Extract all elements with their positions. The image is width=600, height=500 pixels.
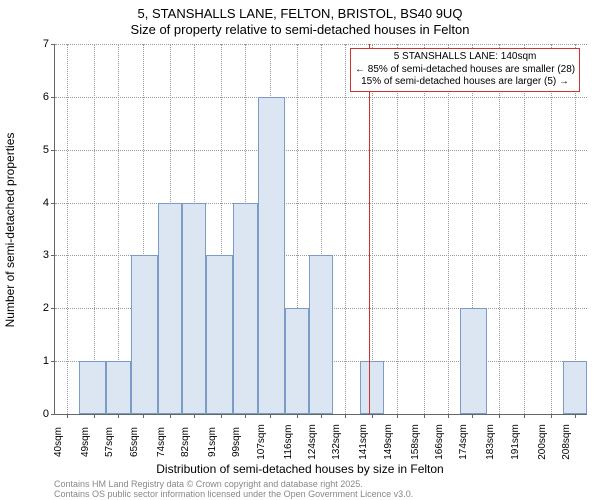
ytick-label: 1 xyxy=(43,355,49,367)
gridline-v xyxy=(345,44,346,414)
histogram-bar xyxy=(233,203,257,414)
gridline-v xyxy=(448,44,449,414)
xtick-label: 65sqm xyxy=(129,427,140,457)
ytick-label: 0 xyxy=(43,408,49,420)
xtick-mark xyxy=(345,414,346,418)
ytick-label: 2 xyxy=(43,302,49,314)
xtick-mark xyxy=(94,414,95,418)
gridline-v xyxy=(524,44,525,414)
xtick-mark xyxy=(170,414,171,418)
histogram-bar xyxy=(158,203,182,414)
xtick-label: 174sqm xyxy=(458,424,469,460)
histogram-bar xyxy=(460,308,487,414)
ytick-mark xyxy=(51,308,55,309)
xtick-label: 149sqm xyxy=(383,424,394,460)
gridline-v xyxy=(67,44,68,414)
xtick-mark xyxy=(551,414,552,418)
xtick-label: 49sqm xyxy=(80,427,91,457)
xtick-label: 158sqm xyxy=(410,424,421,460)
x-axis-label: Distribution of semi-detached houses by … xyxy=(0,462,600,476)
xtick-label: 166sqm xyxy=(434,424,445,460)
annotation-line1: 5 STANSHALLS LANE: 140sqm xyxy=(355,51,575,64)
xtick-mark xyxy=(118,414,119,418)
ytick-label: 5 xyxy=(43,144,49,156)
gridline-v xyxy=(499,44,500,414)
annotation-box: 5 STANSHALLS LANE: 140sqm← 85% of semi-d… xyxy=(350,48,580,92)
xtick-mark xyxy=(397,414,398,418)
histogram-bar xyxy=(285,308,309,414)
plot-area: 0123456740sqm49sqm57sqm65sqm74sqm82sqm91… xyxy=(54,44,587,415)
xtick-mark xyxy=(472,414,473,418)
ytick-mark xyxy=(51,44,55,45)
histogram-bar xyxy=(79,361,106,414)
gridline-v xyxy=(94,44,95,414)
xtick-mark xyxy=(67,414,68,418)
xtick-mark xyxy=(448,414,449,418)
xtick-mark xyxy=(270,414,271,418)
histogram-bar xyxy=(258,97,285,414)
xtick-label: 116sqm xyxy=(283,425,294,460)
y-axis-label: Number of semi-detached properties xyxy=(3,133,17,328)
ytick-label: 4 xyxy=(43,197,49,209)
xtick-label: 57sqm xyxy=(104,427,115,457)
gridline-v xyxy=(551,44,552,414)
xtick-label: 107sqm xyxy=(256,424,267,460)
xtick-label: 124sqm xyxy=(307,424,318,460)
xtick-mark xyxy=(424,414,425,418)
histogram-bar xyxy=(106,361,130,414)
xtick-label: 200sqm xyxy=(537,424,548,460)
xtick-label: 82sqm xyxy=(180,427,191,457)
xtick-mark xyxy=(245,414,246,418)
xtick-mark xyxy=(143,414,144,418)
xtick-label: 191sqm xyxy=(510,424,521,460)
xtick-mark xyxy=(372,414,373,418)
xtick-label: 40sqm xyxy=(53,427,64,457)
xtick-mark xyxy=(297,414,298,418)
gridline-v xyxy=(575,44,576,414)
xtick-label: 141sqm xyxy=(358,424,369,460)
ytick-mark xyxy=(51,361,55,362)
chart-title-line1: 5, STANSHALLS LANE, FELTON, BRISTOL, BS4… xyxy=(0,6,600,21)
ytick-mark xyxy=(51,150,55,151)
chart-container: 5, STANSHALLS LANE, FELTON, BRISTOL, BS4… xyxy=(0,0,600,500)
histogram-bar xyxy=(182,203,206,414)
histogram-bar xyxy=(563,361,587,414)
chart-title-line2: Size of property relative to semi-detach… xyxy=(0,22,600,37)
gridline-v xyxy=(397,44,398,414)
annotation-line2: ← 85% of semi-detached houses are smalle… xyxy=(355,64,575,77)
xtick-mark xyxy=(321,414,322,418)
annotation-line3: 15% of semi-detached houses are larger (… xyxy=(355,76,575,89)
ytick-mark xyxy=(51,203,55,204)
xtick-mark xyxy=(524,414,525,418)
ytick-label: 7 xyxy=(43,38,49,50)
xtick-mark xyxy=(499,414,500,418)
histogram-bar xyxy=(360,361,384,414)
gridline-v xyxy=(372,44,373,414)
xtick-label: 74sqm xyxy=(156,427,167,457)
xtick-label: 183sqm xyxy=(485,424,496,460)
gridline-v xyxy=(424,44,425,414)
xtick-label: 91sqm xyxy=(207,427,218,457)
footer-line2: Contains OS public sector information li… xyxy=(54,490,413,500)
ytick-label: 3 xyxy=(43,249,49,261)
ytick-mark xyxy=(51,255,55,256)
xtick-label: 99sqm xyxy=(231,427,242,457)
histogram-bar xyxy=(131,255,158,414)
ytick-mark xyxy=(51,414,55,415)
histogram-bar xyxy=(309,255,333,414)
gridline-v xyxy=(118,44,119,414)
xtick-mark xyxy=(221,414,222,418)
histogram-bar xyxy=(206,255,233,414)
ytick-mark xyxy=(51,97,55,98)
xtick-label: 132sqm xyxy=(331,424,342,460)
xtick-label: 208sqm xyxy=(561,424,572,460)
xtick-mark xyxy=(575,414,576,418)
ytick-label: 6 xyxy=(43,91,49,103)
footer-attribution: Contains HM Land Registry data © Crown c… xyxy=(54,480,413,500)
xtick-mark xyxy=(194,414,195,418)
reference-line xyxy=(369,44,370,414)
